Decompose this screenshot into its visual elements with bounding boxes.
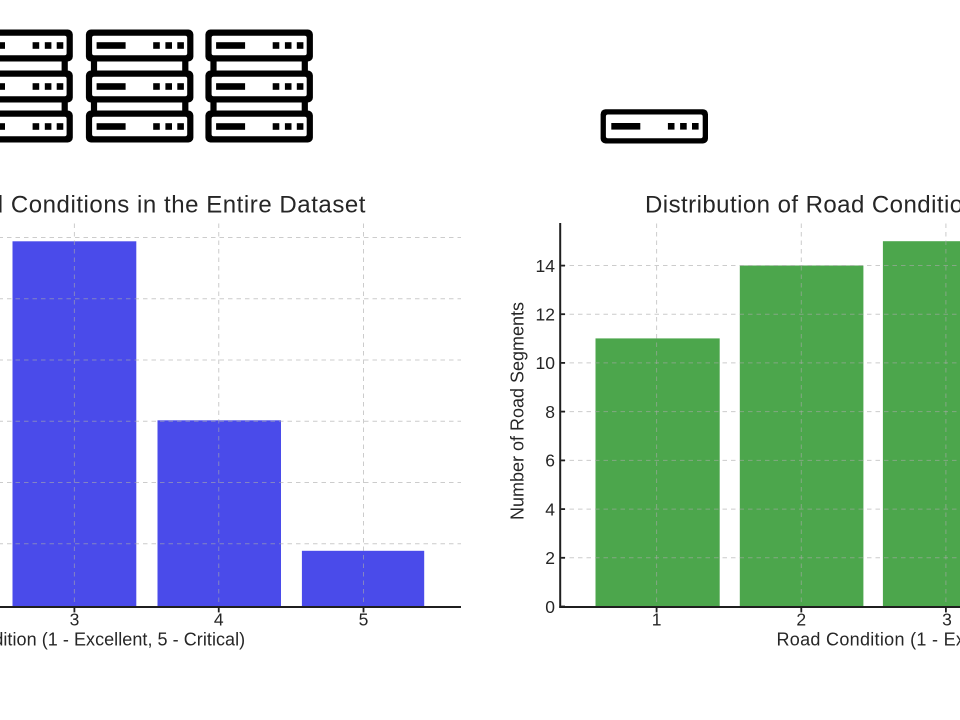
svg-text:4: 4 (214, 610, 224, 630)
svg-text:Road Condition (1 - Excellent,: Road Condition (1 - Excellent, 5 - Criti… (0, 630, 245, 650)
svg-text:2: 2 (545, 548, 555, 568)
svg-text:0: 0 (545, 597, 555, 617)
svg-text:3: 3 (70, 610, 80, 630)
svg-text:14: 14 (536, 256, 556, 276)
svg-text:Distribution of Road Condition: Distribution of Road Conditions in the E… (645, 192, 960, 219)
svg-text:4: 4 (545, 499, 555, 519)
svg-text:2: 2 (796, 610, 806, 630)
svg-text:Distribution of Road Condition: Distribution of Road Conditions in the E… (0, 192, 366, 219)
svg-text:Number of Road Segments: Number of Road Segments (508, 302, 528, 520)
svg-text:Road Condition (1 - Excellent,: Road Condition (1 - Excellent, 5 - Criti… (777, 630, 960, 650)
svg-text:12: 12 (536, 305, 555, 325)
svg-text:8: 8 (545, 402, 555, 422)
svg-text:3: 3 (942, 610, 952, 630)
svg-text:10: 10 (536, 353, 556, 373)
svg-text:1: 1 (652, 610, 662, 630)
svg-text:5: 5 (359, 610, 369, 630)
svg-text:6: 6 (545, 451, 555, 471)
